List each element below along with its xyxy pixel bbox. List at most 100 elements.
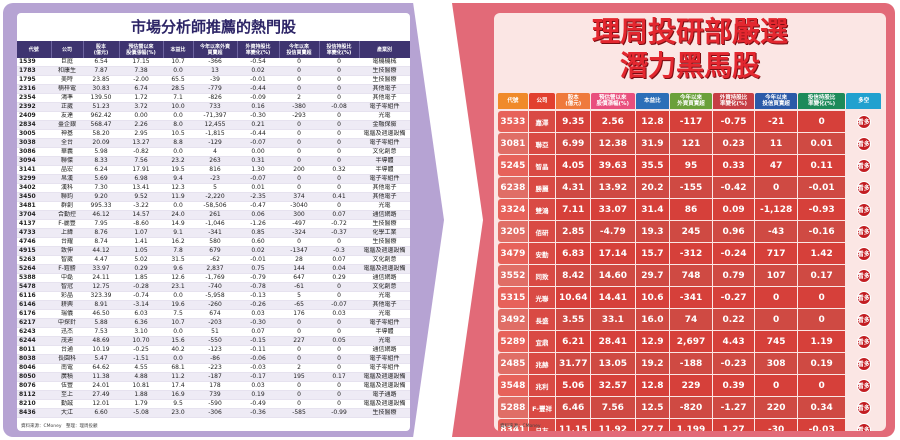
left-cell: 51.23 — [83, 102, 119, 113]
left-cell: 8.74 — [83, 237, 119, 248]
left-cell: -0.07 — [237, 174, 279, 185]
left-cell: 鴻準 — [51, 93, 83, 104]
right-header-cell: 今年以來 外資買賣超 — [670, 93, 712, 109]
right-cell: -155 — [670, 177, 712, 198]
left-cell: 0 — [319, 363, 359, 374]
left-cell: 0 — [319, 390, 359, 401]
left-cell: 8210 — [17, 399, 51, 410]
right-header-cell: 預估營以來 股價漲幅(%) — [591, 93, 635, 109]
left-cell: 7.53 — [83, 327, 119, 338]
left-cell: 半導體 — [359, 156, 410, 167]
left-cell: 4.55 — [119, 363, 163, 374]
left-cell: 0 — [279, 183, 319, 194]
left-cell: 光電 — [359, 201, 410, 212]
table-row: 5288 F-豐祥 6.46 7.56 12.5 -820 -1.27 220 0.34 看多 — [498, 397, 882, 418]
table-row: 2834 臺企銀 568.47 2.26 8.0 12,455 0.21 0 0 金融保險 — [17, 120, 410, 131]
left-cell: 1.30 — [237, 165, 279, 176]
right-cell: 3205 — [498, 221, 528, 242]
left-cell: -550 — [193, 336, 237, 347]
right-cell: 0.33 — [712, 155, 755, 176]
left-cell: 23.0 — [163, 408, 193, 419]
left-cell: 10.81 — [119, 381, 163, 392]
right-cell: 748 — [670, 265, 712, 286]
left-cell: -86 — [193, 354, 237, 365]
right-cell: 35.5 — [635, 155, 670, 176]
right-cell: 9.35 — [556, 111, 591, 132]
table-row: 2485 兆赫 31.77 13.05 19.2 -188 -0.23 308 0.19 看多 — [498, 353, 882, 374]
left-cell: -0.30 — [237, 318, 279, 329]
left-cell: 374 — [279, 192, 319, 203]
right-cell: -0.27 — [712, 287, 755, 308]
left-cell: -0.26 — [237, 300, 279, 311]
right-cell: 8.42 — [556, 265, 591, 286]
left-cell: 0 — [319, 66, 359, 77]
left-cell: 神基 — [51, 129, 83, 140]
right-cell: 0.39 — [712, 375, 755, 396]
left-cell: 58.20 — [83, 129, 119, 140]
table-row: 4137 F-麗豐 7.95 -8.60 14.9 -1,046 -1.26 -497 -0.7… — [17, 219, 410, 230]
bullish-badge: 看多 — [856, 334, 871, 349]
left-cell: 金融保險 — [359, 120, 410, 131]
left-cell: 68.1 — [163, 363, 193, 374]
table-row: 3038 全台 20.09 13.27 8.8 -129 -0.07 0 0 電子零組件 — [17, 138, 410, 149]
left-cell: 0.03 — [237, 309, 279, 320]
left-cell: 0.21 — [237, 120, 279, 131]
left-cell: -129 — [193, 138, 237, 149]
left-cell: 7.87 — [83, 66, 119, 77]
right-cell: 28.41 — [591, 331, 635, 352]
left-cell: 3086 — [17, 147, 51, 158]
left-cell: -1.51 — [119, 354, 163, 365]
right-panel-title-line2: 潛力黑馬股 — [619, 49, 760, 82]
right-cell: 14.41 — [591, 287, 635, 308]
left-cell: 0 — [279, 237, 319, 248]
left-cell: 電子零組件 — [359, 363, 410, 374]
left-cell: 0 — [319, 381, 359, 392]
left-cell: 0 — [279, 147, 319, 158]
left-cell: 電腦及週邊設備 — [359, 372, 410, 383]
left-cell: 10.0 — [163, 102, 193, 113]
left-cell: 10.7 — [163, 318, 193, 329]
left-cell: 65.5 — [163, 75, 193, 86]
right-cell: 0 — [797, 375, 846, 396]
right-cell: 4.31 — [556, 177, 591, 198]
right-cell: 安勤 — [528, 243, 556, 264]
left-cell: 12.3 — [163, 183, 193, 194]
right-cell: 0.22 — [712, 309, 755, 330]
left-cell: 電子零組件 — [359, 102, 410, 113]
right-cell: 0.19 — [797, 353, 846, 374]
left-cell: 1539 — [17, 58, 51, 68]
right-source-note: 資料來源：CMoney — [500, 424, 541, 429]
left-cell: -1,046 — [193, 219, 237, 230]
right-cell: 雙鴻 — [528, 199, 556, 220]
right-cell: 29.7 — [635, 265, 670, 286]
left-cell: 3094 — [17, 156, 51, 167]
right-cell: 嘉澤 — [528, 111, 556, 132]
right-cell: -0.03 — [797, 419, 846, 431]
right-cell: 兆利 — [528, 375, 556, 396]
left-cell: -0.03 — [237, 363, 279, 374]
left-cell: 生技醫療 — [359, 408, 410, 419]
right-cell: -820 — [670, 397, 712, 418]
right-cell: 12.5 — [635, 397, 670, 418]
table-row: 3324 雙鴻 7.11 33.07 31.4 86 0.09 -1,128 -0.93 看多 — [498, 199, 882, 220]
left-cell: 6.74 — [119, 84, 163, 95]
left-cell: -0.79 — [237, 273, 279, 284]
left-cell: 6243 — [17, 327, 51, 338]
left-cell: 5.69 — [83, 174, 119, 185]
left-cell: -71,397 — [193, 111, 237, 122]
left-cell: 電腦及週邊設備 — [359, 399, 410, 410]
left-cell: -0.09 — [237, 93, 279, 104]
right-cell: 6.46 — [556, 397, 591, 418]
right-cell: 32.57 — [591, 375, 635, 396]
right-cell: 6238 — [498, 177, 528, 198]
left-cell: 2392 — [17, 102, 51, 113]
bullish-badge-cell: 看多 — [846, 199, 881, 220]
left-cell: -0.37 — [319, 228, 359, 239]
right-cell: 10.6 — [635, 287, 670, 308]
left-cell: 9.1 — [163, 228, 193, 239]
right-cell: F-豐祥 — [528, 397, 556, 418]
left-cell: 6176 — [17, 309, 51, 320]
table-row: 1783 和康生 7.87 7.38 0.0 13 0.02 0 0 生技醫療 — [17, 66, 410, 77]
left-cell: -324 — [279, 228, 319, 239]
left-cell: 323.39 — [83, 291, 119, 302]
